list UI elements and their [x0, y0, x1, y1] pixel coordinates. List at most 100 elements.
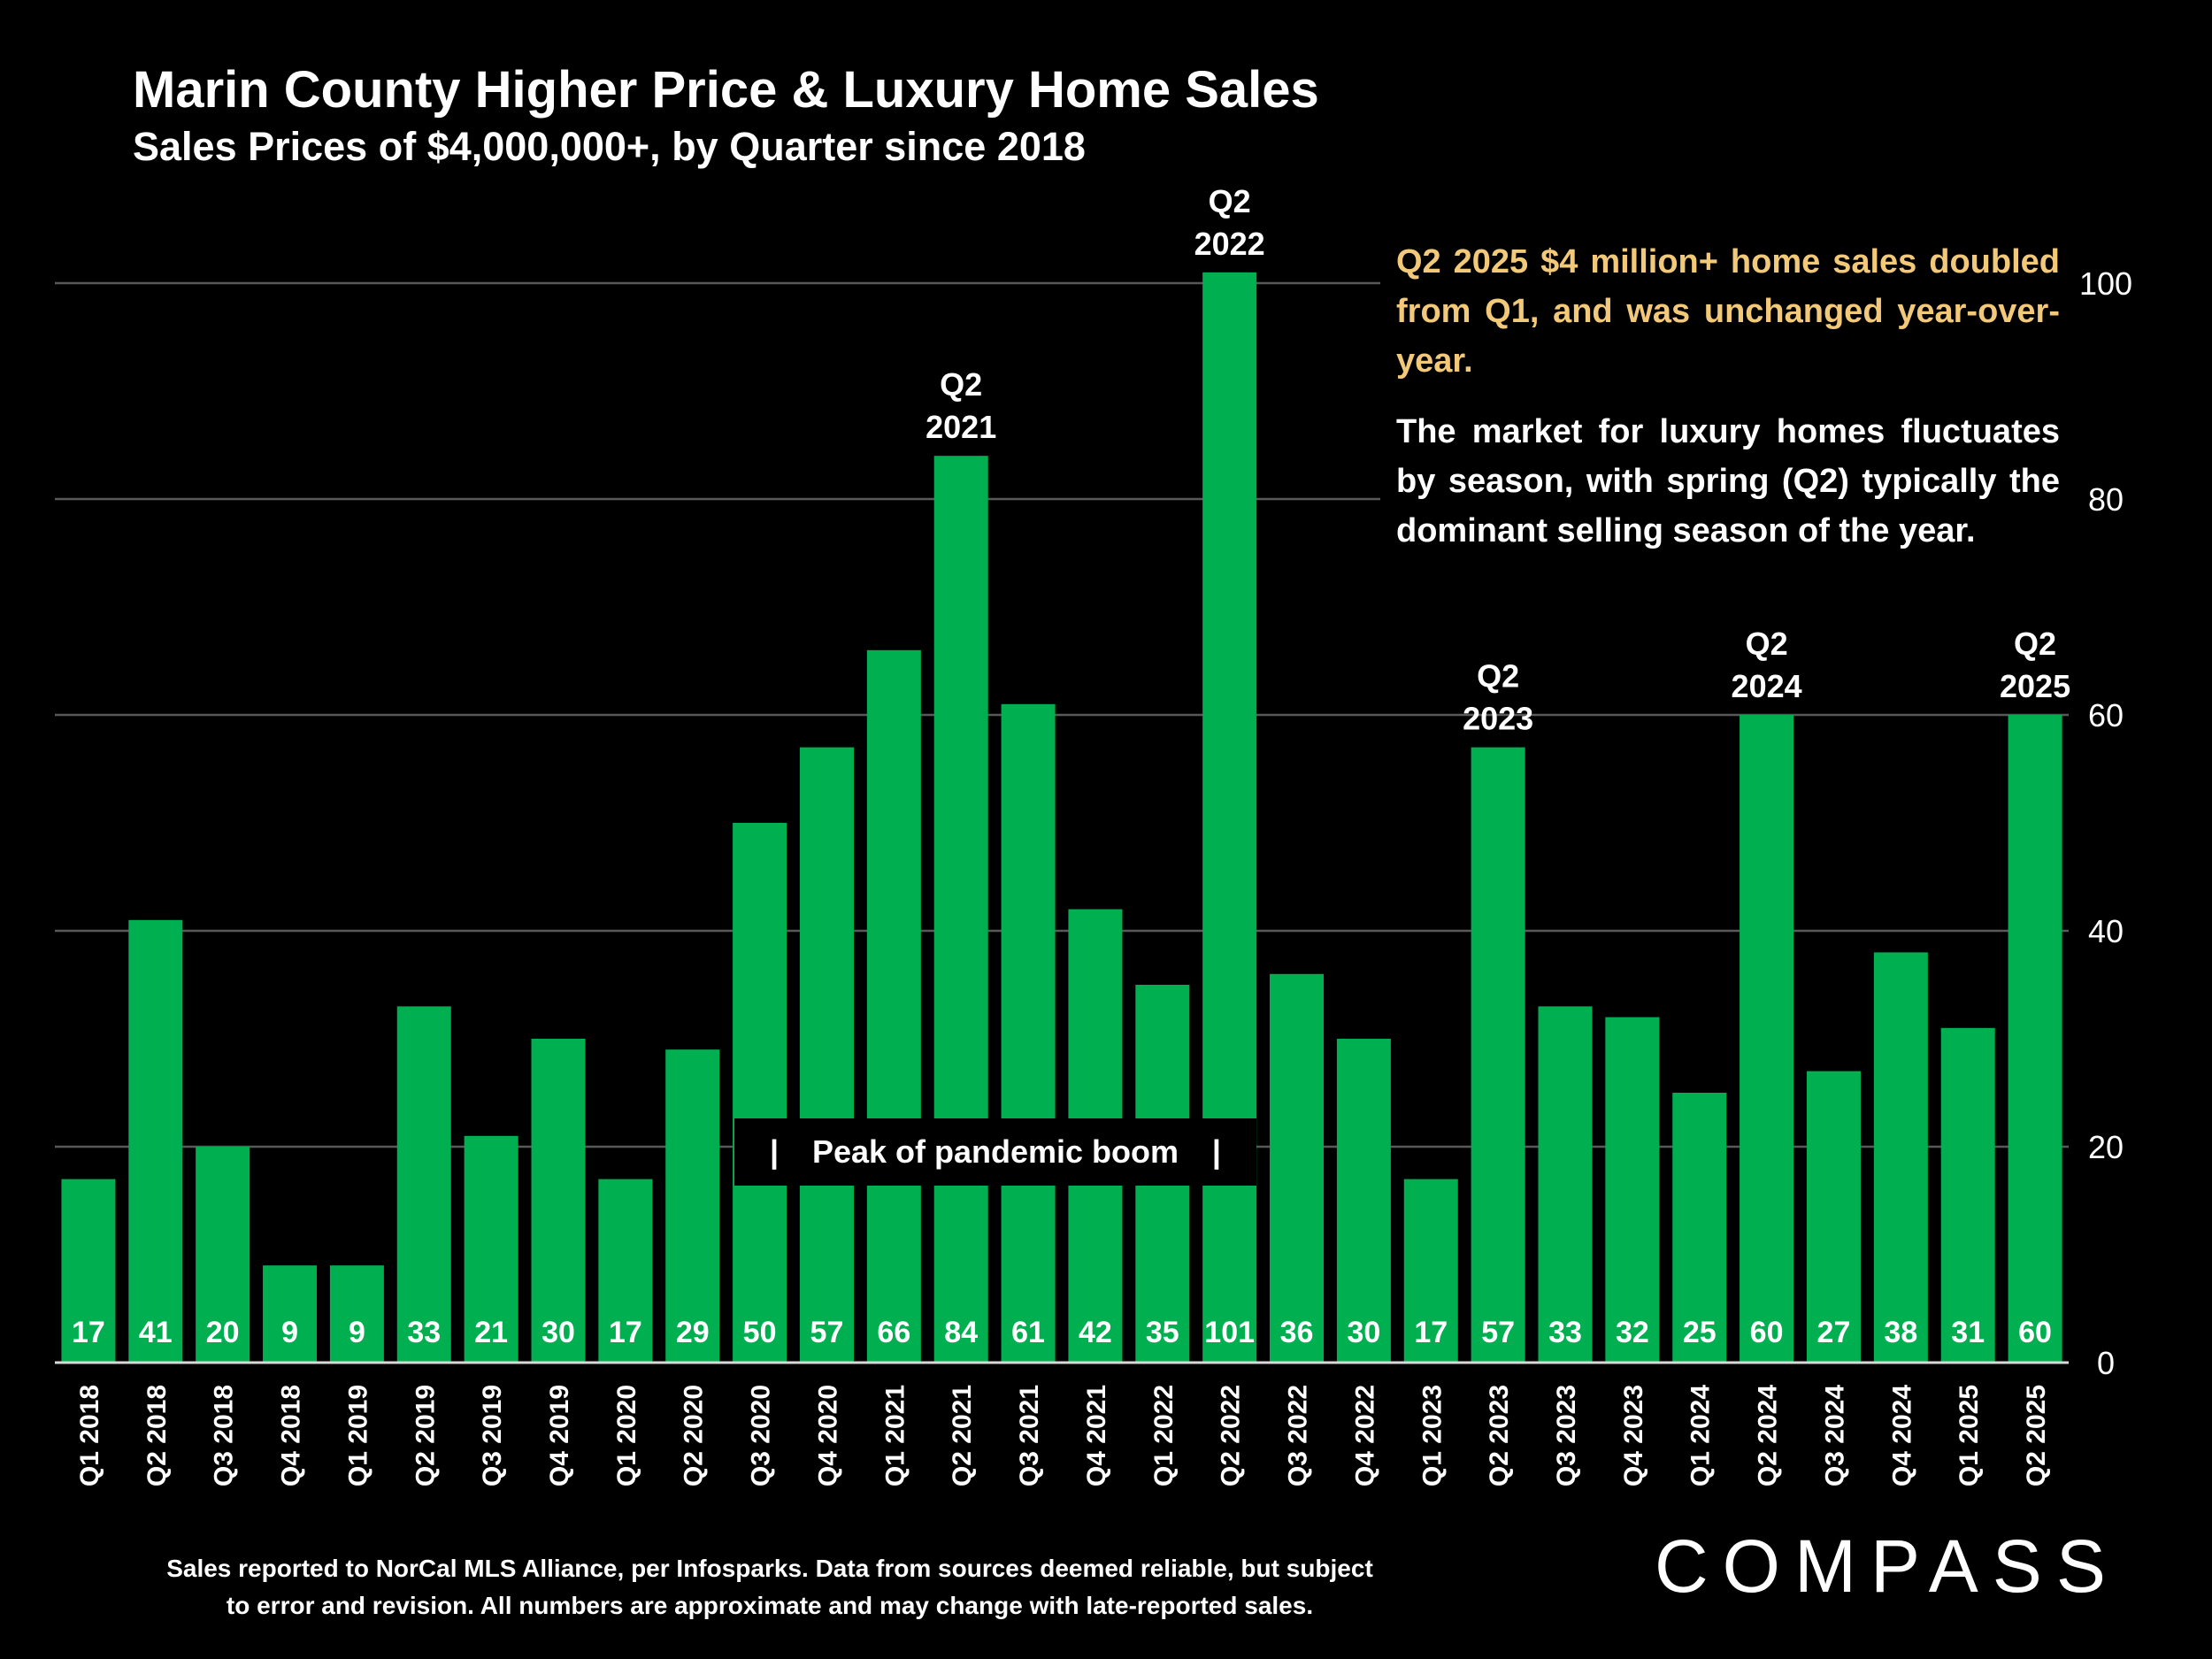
bar [1605, 1017, 1660, 1363]
data-label: 21 [474, 1316, 508, 1349]
x-tick-label: Q1 2018 [75, 1385, 104, 1486]
bar [598, 1179, 653, 1363]
x-tick-label: Q2 2018 [142, 1385, 172, 1486]
peak-annotation: | Peak of pandemic boom | [734, 1118, 1256, 1186]
x-tick-label: Q3 2020 [747, 1385, 776, 1486]
bar [1471, 747, 1525, 1363]
bar [1806, 1071, 1861, 1363]
peak-label-line2: 2025 [2000, 668, 2070, 704]
data-label: 32 [1616, 1316, 1649, 1349]
x-tick-label: Q3 2018 [210, 1385, 239, 1486]
bar [933, 456, 988, 1363]
bar [329, 1265, 384, 1363]
x-tick-label: Q3 2019 [478, 1385, 507, 1486]
y-tick-label: 60 [2088, 697, 2124, 733]
x-tick-label: Q2 2022 [1217, 1385, 1246, 1486]
x-tick-label: Q1 2020 [612, 1385, 641, 1486]
data-label: 33 [407, 1316, 441, 1349]
footnote: Sales reported to NorCal MLS Alliance, p… [106, 1550, 1433, 1624]
data-label: 30 [541, 1316, 575, 1349]
bar [1672, 1093, 1727, 1363]
data-label: 30 [1347, 1316, 1380, 1349]
x-tick-label: Q2 2023 [1485, 1385, 1514, 1486]
bar [196, 1147, 250, 1363]
peak-label-line2: 2024 [1732, 668, 1802, 704]
data-label: 29 [676, 1316, 710, 1349]
peak-label-line1: Q2 [2014, 626, 2056, 662]
peak-label-line1: Q2 [1746, 626, 1788, 662]
peak-label-line1: Q2 [940, 366, 982, 403]
bar [1001, 703, 1056, 1363]
x-tick-label: Q3 2023 [1552, 1385, 1581, 1486]
data-label: 31 [1951, 1316, 1985, 1349]
bar [866, 649, 921, 1363]
x-tick-label: Q4 2022 [1350, 1385, 1379, 1486]
bar [733, 823, 787, 1363]
y-tick-label: 100 [2079, 265, 2132, 302]
bar [665, 1049, 720, 1363]
data-label: 33 [1548, 1316, 1582, 1349]
bar [531, 1039, 586, 1363]
y-tick-label: 0 [2097, 1345, 2115, 1381]
data-label: 20 [206, 1316, 240, 1349]
bar [1336, 1039, 1391, 1363]
x-tick-label: Q2 2021 [948, 1385, 977, 1486]
peak-annotation-label: Peak of pandemic boom [811, 1133, 1179, 1170]
data-label: 42 [1079, 1316, 1112, 1349]
x-tick-label: Q1 2023 [1417, 1385, 1447, 1486]
data-label: 38 [1884, 1316, 1917, 1349]
bar [464, 1135, 518, 1363]
data-label: 9 [349, 1316, 365, 1349]
x-tick-label: Q1 2019 [343, 1385, 373, 1486]
x-tick-label: Q4 2020 [813, 1385, 842, 1486]
bar [799, 747, 854, 1363]
x-tick-label: Q3 2021 [1015, 1385, 1044, 1486]
bar [128, 919, 183, 1363]
bar [1403, 1179, 1458, 1363]
data-label: 57 [1481, 1316, 1515, 1349]
bar [1740, 715, 1794, 1363]
y-tick-label: 40 [2088, 913, 2124, 949]
bar [1940, 1027, 1995, 1363]
bar [1270, 973, 1325, 1363]
data-label: 57 [810, 1316, 844, 1349]
peak-label-line1: Q2 [1209, 183, 1251, 219]
x-tick-label: Q1 2024 [1686, 1385, 1716, 1486]
bar [1538, 1006, 1593, 1363]
bar [2008, 715, 2062, 1363]
x-tick-label: Q1 2022 [1149, 1385, 1179, 1486]
data-label: 60 [2018, 1316, 2052, 1349]
x-tick-label: Q4 2019 [545, 1385, 574, 1486]
x-tick-label: Q2 2024 [1754, 1385, 1783, 1486]
bar [396, 1006, 451, 1363]
data-label: 17 [609, 1316, 642, 1349]
x-tick-label: Q3 2022 [1284, 1385, 1313, 1486]
data-label: 41 [139, 1316, 173, 1349]
x-tick-label: Q4 2021 [1082, 1385, 1111, 1486]
data-label: 84 [944, 1316, 978, 1349]
data-label: 35 [1146, 1316, 1179, 1349]
x-tick-label: Q3 2024 [1820, 1385, 1849, 1486]
x-tick-label: Q2 2019 [411, 1385, 440, 1486]
callout-backdrop [1380, 230, 2069, 557]
peak-label-line1: Q2 [1477, 658, 1519, 695]
data-label: 60 [1750, 1316, 1784, 1349]
peak-label-line2: 2023 [1463, 701, 1533, 737]
data-label: 101 [1204, 1316, 1255, 1349]
page-title: Marin County Higher Price & Luxury Home … [133, 61, 1319, 119]
peak-label-line2: 2021 [926, 409, 996, 445]
footnote-line-2: to error and revision. All numbers are a… [226, 1592, 1314, 1619]
x-tick-label: Q4 2024 [1887, 1385, 1916, 1486]
callout-note: The market for luxury homes fluctuates b… [1396, 413, 2060, 549]
page-subtitle: Sales Prices of $4,000,000+, by Quarter … [133, 124, 1086, 169]
bar [263, 1265, 318, 1363]
data-label: 17 [1414, 1316, 1448, 1349]
x-tick-label: Q1 2025 [1955, 1385, 1984, 1486]
data-label: 25 [1683, 1316, 1717, 1349]
x-tick-label: Q2 2020 [680, 1385, 709, 1486]
data-label: 50 [743, 1316, 777, 1349]
data-label: 17 [72, 1316, 105, 1349]
data-label: 27 [1817, 1316, 1851, 1349]
x-tick-label: Q2 2025 [2022, 1385, 2051, 1486]
